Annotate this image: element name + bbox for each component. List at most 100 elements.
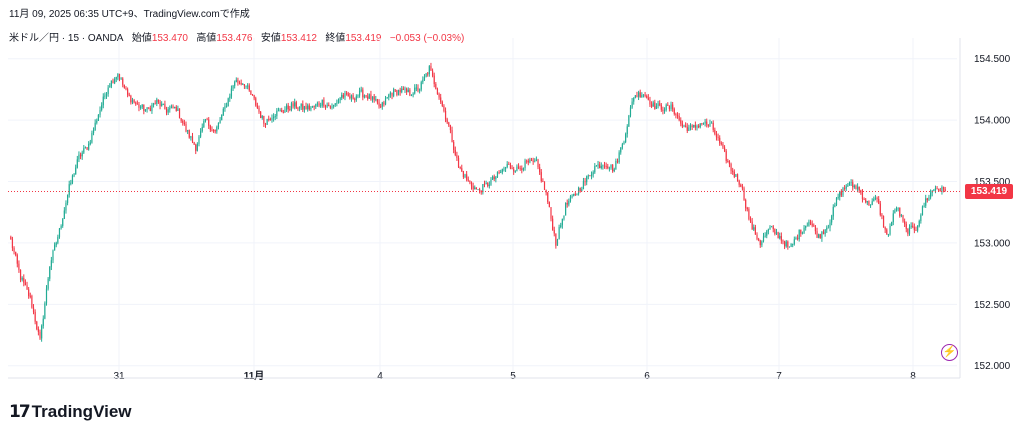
candle-body bbox=[78, 154, 80, 160]
chart-creation-info: 11月 09, 2025 06:35 UTC+9、TradingView.com… bbox=[9, 5, 250, 20]
candle-body bbox=[925, 198, 927, 206]
candle-body bbox=[423, 76, 426, 80]
candle-body bbox=[516, 166, 518, 172]
candle-body bbox=[414, 87, 416, 94]
candle-body bbox=[410, 95, 413, 96]
candle-body bbox=[886, 229, 888, 235]
candle-body bbox=[801, 232, 804, 234]
candle-body bbox=[175, 106, 177, 111]
candle-body bbox=[829, 222, 831, 228]
candle-body bbox=[23, 277, 25, 283]
candle-body bbox=[308, 105, 310, 110]
candle-body bbox=[891, 222, 893, 227]
symbol-label[interactable]: 米ドル／円 · 15 · OANDA bbox=[9, 33, 124, 44]
candle-body bbox=[247, 85, 249, 87]
candle-body bbox=[188, 130, 190, 138]
candle-body bbox=[589, 175, 591, 177]
candle-body bbox=[547, 192, 549, 203]
candle-body bbox=[550, 207, 552, 219]
candle-body bbox=[498, 171, 500, 173]
candle-body bbox=[590, 174, 593, 176]
candle-body bbox=[18, 263, 20, 270]
candle-body bbox=[182, 120, 184, 123]
y-tick-label: 153.000 bbox=[974, 238, 1011, 249]
candle-body bbox=[407, 89, 409, 93]
candle-body bbox=[83, 148, 85, 153]
candle-body bbox=[766, 231, 768, 236]
candle-body bbox=[873, 198, 875, 202]
candle-body bbox=[647, 97, 649, 100]
candle-body bbox=[696, 125, 698, 128]
candle-body bbox=[521, 168, 523, 170]
candle-body bbox=[180, 118, 182, 121]
candle-body bbox=[54, 245, 56, 251]
candle-body bbox=[831, 216, 833, 223]
candle-body bbox=[822, 231, 825, 235]
candle-body bbox=[200, 131, 202, 137]
candle-body bbox=[250, 90, 252, 95]
candle-body bbox=[303, 106, 306, 110]
open-label: 始値 bbox=[131, 33, 152, 44]
candle-body bbox=[660, 104, 662, 110]
candle-body bbox=[529, 159, 531, 163]
candle-body bbox=[212, 130, 215, 131]
candle-body bbox=[715, 134, 718, 138]
candle-body bbox=[120, 78, 122, 80]
candle-body bbox=[337, 100, 340, 103]
candle-body bbox=[311, 106, 314, 108]
lightning-icon[interactable]: ⚡ bbox=[941, 344, 958, 361]
candle-body bbox=[167, 109, 169, 113]
candle-body bbox=[835, 198, 838, 206]
candle-body bbox=[779, 236, 781, 239]
candle-body bbox=[675, 113, 677, 116]
candle-body bbox=[942, 186, 945, 190]
candle-body bbox=[297, 108, 299, 110]
candle-body bbox=[623, 142, 625, 145]
candle-body bbox=[144, 109, 147, 111]
candle-body bbox=[456, 155, 458, 158]
last-price-badge: 153.419 bbox=[965, 183, 1013, 199]
candle-body bbox=[889, 226, 891, 235]
candle-body bbox=[107, 87, 109, 94]
candle-body bbox=[637, 92, 640, 97]
candle-body bbox=[772, 226, 774, 230]
candle-body bbox=[169, 108, 171, 110]
candle-body bbox=[190, 136, 192, 138]
candle-body bbox=[649, 99, 651, 105]
candle-body bbox=[101, 105, 103, 111]
candle-body bbox=[99, 110, 101, 115]
candle-body bbox=[485, 183, 487, 185]
candle-body bbox=[811, 223, 813, 226]
candle-body bbox=[543, 181, 546, 190]
candle-body bbox=[430, 66, 432, 71]
candle-body bbox=[936, 188, 938, 189]
candle-body bbox=[354, 98, 356, 100]
candle-body bbox=[242, 84, 244, 85]
candle-body bbox=[422, 79, 424, 83]
candle-body bbox=[57, 236, 59, 243]
candle-body bbox=[605, 166, 607, 167]
candle-body bbox=[50, 260, 52, 267]
open-value: 153.470 bbox=[151, 33, 188, 44]
candle-body bbox=[858, 186, 860, 191]
candle-body bbox=[803, 227, 805, 233]
candle-body bbox=[490, 179, 492, 185]
candle-body bbox=[21, 277, 23, 280]
candle-body bbox=[206, 119, 208, 121]
candle-body bbox=[586, 176, 588, 183]
tradingview-logo-icon: 17 bbox=[9, 402, 31, 422]
tradingview-logo[interactable]: 17 TradingView bbox=[9, 402, 132, 422]
candle-body bbox=[381, 102, 383, 107]
candle-body bbox=[36, 321, 38, 329]
candle-body bbox=[912, 225, 914, 228]
candle-body bbox=[626, 126, 628, 135]
candle-body bbox=[482, 184, 484, 193]
candle-body bbox=[616, 161, 619, 163]
candle-body bbox=[45, 288, 48, 304]
candle-body bbox=[453, 142, 455, 150]
candle-body bbox=[599, 164, 601, 169]
candle-body bbox=[384, 98, 387, 105]
candle-body bbox=[86, 147, 88, 150]
candle-body bbox=[397, 89, 400, 95]
